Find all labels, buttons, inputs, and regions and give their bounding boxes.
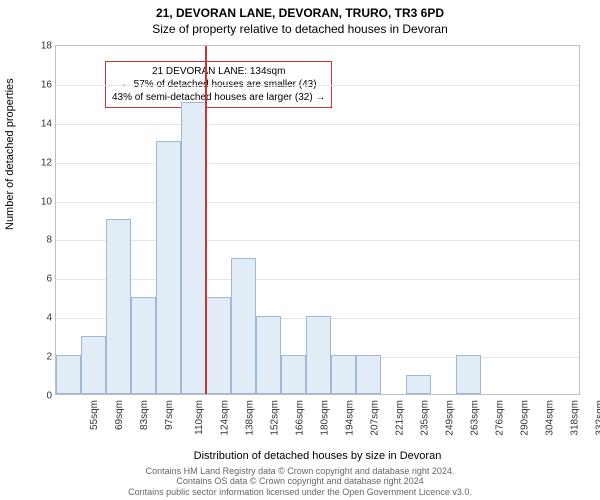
x-tick: 152sqm <box>270 400 281 436</box>
footer-line-1: Contains HM Land Registry data © Crown c… <box>0 466 600 477</box>
grid-line <box>56 279 579 280</box>
x-tick: 249sqm <box>445 400 456 436</box>
x-tick: 110sqm <box>194 400 205 435</box>
x-tick: 180sqm <box>320 400 331 436</box>
y-tick: 6 <box>46 274 56 285</box>
y-tick: 2 <box>46 352 56 363</box>
x-tick: 221sqm <box>395 400 406 436</box>
grid-line <box>56 124 579 125</box>
y-tick: 4 <box>46 313 56 324</box>
marker-line <box>205 46 207 394</box>
x-tick: 290sqm <box>520 400 531 436</box>
grid-line <box>56 163 579 164</box>
title-line-1: 21, DEVORAN LANE, DEVORAN, TRURO, TR3 6P… <box>0 0 600 20</box>
x-tick: 166sqm <box>295 400 306 436</box>
bar <box>156 141 181 394</box>
bar <box>81 336 106 394</box>
y-tick: 10 <box>41 196 56 207</box>
x-tick: 332sqm <box>595 400 600 436</box>
bar <box>306 316 331 394</box>
plot-area-wrap: 21 DEVORAN LANE: 134sqm ← 57% of detache… <box>55 45 580 395</box>
x-tick: 97sqm <box>164 400 175 430</box>
grid-line <box>56 85 579 86</box>
bar <box>206 297 231 394</box>
x-axis-label: Distribution of detached houses by size … <box>55 448 580 462</box>
bar <box>456 355 481 394</box>
footer-line-3: Contains public sector information licen… <box>0 487 600 498</box>
y-tick: 12 <box>41 157 56 168</box>
plot-area: 21 DEVORAN LANE: 134sqm ← 57% of detache… <box>55 45 580 395</box>
grid-line <box>56 240 579 241</box>
bar <box>356 355 381 394</box>
y-tick: 18 <box>41 41 56 52</box>
x-tick: 69sqm <box>114 400 125 430</box>
bar <box>56 355 81 394</box>
annotation-line-1: 21 DEVORAN LANE: 134sqm <box>112 65 325 78</box>
bar <box>181 102 206 394</box>
chart-container: 21, DEVORAN LANE, DEVORAN, TRURO, TR3 6P… <box>0 0 600 500</box>
x-tick: 235sqm <box>420 400 431 436</box>
y-tick: 0 <box>46 391 56 402</box>
y-tick: 14 <box>41 118 56 129</box>
x-tick: 304sqm <box>545 400 556 436</box>
bar <box>106 219 131 394</box>
footer-line-2: Contains OS data © Crown copyright and d… <box>0 476 600 487</box>
bar <box>131 297 156 394</box>
bar <box>406 375 431 394</box>
footer: Contains HM Land Registry data © Crown c… <box>0 466 600 498</box>
bar <box>256 316 281 394</box>
title-line-2: Size of property relative to detached ho… <box>0 20 600 38</box>
x-tick: 194sqm <box>345 400 356 436</box>
titles: 21, DEVORAN LANE, DEVORAN, TRURO, TR3 6P… <box>0 0 600 38</box>
annotation-line-3: 43% of semi-detached houses are larger (… <box>112 91 325 104</box>
x-tick: 318sqm <box>570 400 581 436</box>
y-tick: 8 <box>46 235 56 246</box>
y-tick: 16 <box>41 79 56 90</box>
bar <box>331 355 356 394</box>
bar <box>231 258 256 394</box>
x-tick: 207sqm <box>370 400 381 436</box>
y-axis-label: Number of detached properties <box>4 78 16 230</box>
x-tick: 276sqm <box>495 400 506 436</box>
x-tick: 138sqm <box>245 400 256 436</box>
bar <box>281 355 306 394</box>
grid-line <box>56 202 579 203</box>
x-tick: 263sqm <box>470 400 481 436</box>
x-tick: 55sqm <box>89 400 100 430</box>
x-tick: 83sqm <box>139 400 150 430</box>
x-tick: 124sqm <box>220 400 231 436</box>
